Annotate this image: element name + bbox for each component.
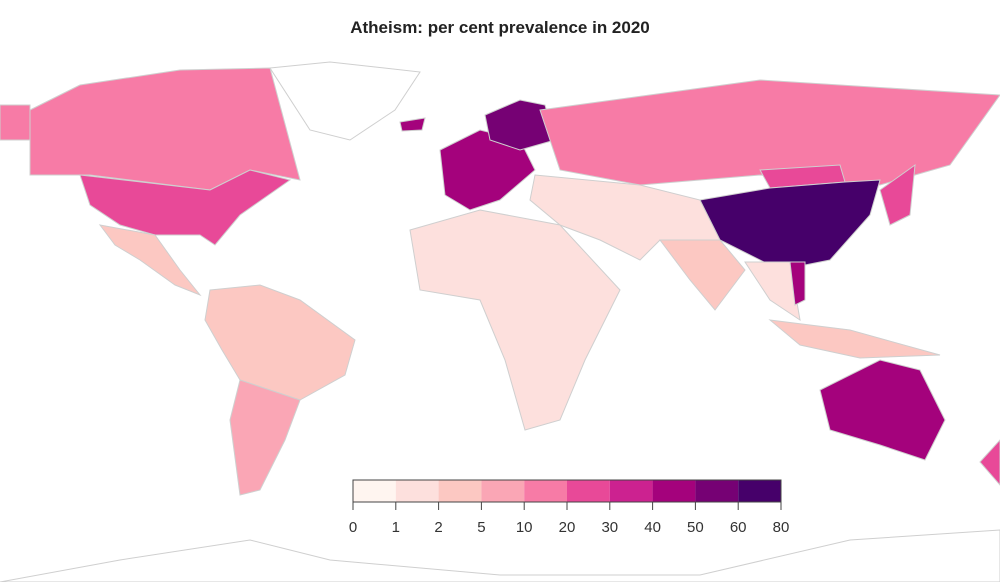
region-australia bbox=[819, 359, 946, 461]
region-mexico-and-central-america bbox=[98, 224, 202, 297]
legend-swatch bbox=[695, 480, 739, 502]
region-vietnam bbox=[789, 261, 806, 306]
legend-tick-label: 2 bbox=[434, 519, 442, 536]
region-new-zealand bbox=[979, 439, 1000, 486]
region-iceland bbox=[399, 117, 426, 132]
legend-tick-label: 50 bbox=[687, 519, 704, 536]
region-greenland bbox=[269, 61, 421, 141]
legend-tick-label: 30 bbox=[601, 519, 618, 536]
region-united-states bbox=[79, 169, 292, 246]
legend-swatch bbox=[609, 480, 653, 502]
legend-tick-label: 10 bbox=[516, 519, 533, 536]
legend-swatch bbox=[738, 480, 781, 502]
legend-swatch bbox=[353, 480, 396, 502]
region-western-europe bbox=[439, 129, 536, 211]
region-japan bbox=[879, 163, 916, 226]
legend-swatch bbox=[652, 480, 696, 502]
legend-swatch bbox=[438, 480, 482, 502]
legend-tick-label: 60 bbox=[730, 519, 747, 536]
region-argentina bbox=[229, 379, 301, 496]
map-title: Atheism: per cent prevalence in 2020 bbox=[350, 18, 650, 37]
region-southeast-asia bbox=[744, 261, 801, 322]
legend-tick-label: 5 bbox=[477, 519, 485, 536]
region-antarctica bbox=[0, 529, 1000, 582]
region-russia bbox=[539, 79, 1000, 186]
legend-tick-label: 1 bbox=[392, 519, 400, 536]
region-indonesia bbox=[768, 319, 941, 359]
legend-tick-label: 0 bbox=[349, 519, 357, 536]
legend-swatch bbox=[567, 480, 610, 502]
region-alaska bbox=[0, 104, 31, 141]
legend-swatch bbox=[524, 480, 567, 502]
color-legend: 0 1 2 5 10 20 30 40 50 60 80 bbox=[349, 479, 790, 536]
region-middle-east-and-central-asia bbox=[529, 174, 721, 261]
legend-tick-label: 40 bbox=[644, 519, 661, 536]
legend-tick-label: 80 bbox=[773, 519, 790, 536]
region-canada bbox=[29, 67, 301, 191]
legend-tick-label: 20 bbox=[559, 519, 576, 536]
region-china bbox=[699, 179, 881, 271]
region-africa bbox=[409, 209, 621, 431]
region-south-america bbox=[204, 284, 356, 401]
region-india bbox=[659, 239, 746, 311]
legend-swatch bbox=[481, 480, 525, 502]
legend-swatch bbox=[395, 480, 439, 502]
